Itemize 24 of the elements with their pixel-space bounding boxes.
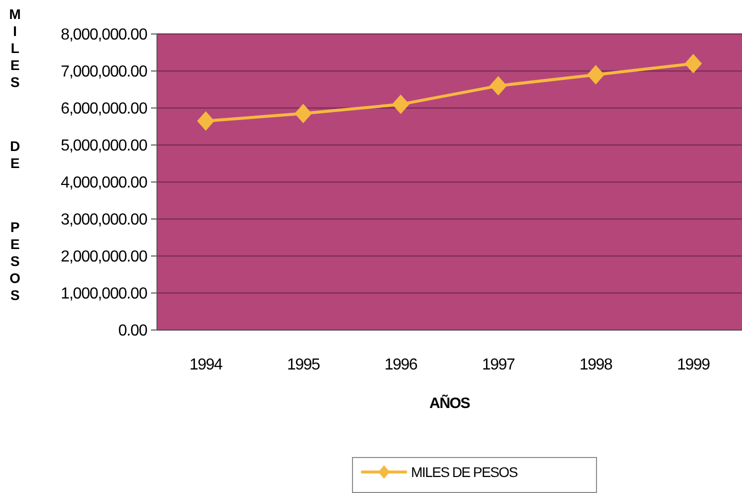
- point: [684, 54, 702, 74]
- x-tick-label: 1998: [580, 356, 613, 374]
- x-tick-label: 1994: [190, 356, 223, 374]
- legend-label: MILES DE PESOS: [411, 464, 518, 480]
- x-tick-label: 1997: [482, 356, 516, 374]
- x-tick-label: 1995: [287, 356, 320, 374]
- x-axis-title: AÑOS: [429, 394, 470, 412]
- x-tick-label: 1999: [677, 356, 710, 374]
- y-tick-label: 1,000,000.00: [60, 286, 148, 303]
- y-tick-label: 0.00: [118, 322, 148, 340]
- point: [294, 104, 312, 124]
- point: [197, 111, 214, 130]
- point: [490, 76, 507, 96]
- y-tick-label: 8,000,000.00: [60, 26, 148, 44]
- y-tick-label: 5,000,000.00: [60, 138, 148, 155]
- y-tick-label: 7,000,000.00: [60, 64, 148, 81]
- y-tick-label: 4,000,000.00: [60, 174, 148, 192]
- y-tick-label: 6,000,000.00: [60, 100, 148, 118]
- point: [392, 94, 410, 114]
- y-tick-label: 2,000,000.00: [60, 248, 148, 266]
- x-tick-label: 1996: [384, 356, 418, 374]
- y-axis-title: MILES DE PESOS: [7, 6, 23, 304]
- y-tick-label: 3,000,000.00: [60, 212, 148, 229]
- point: [587, 65, 604, 84]
